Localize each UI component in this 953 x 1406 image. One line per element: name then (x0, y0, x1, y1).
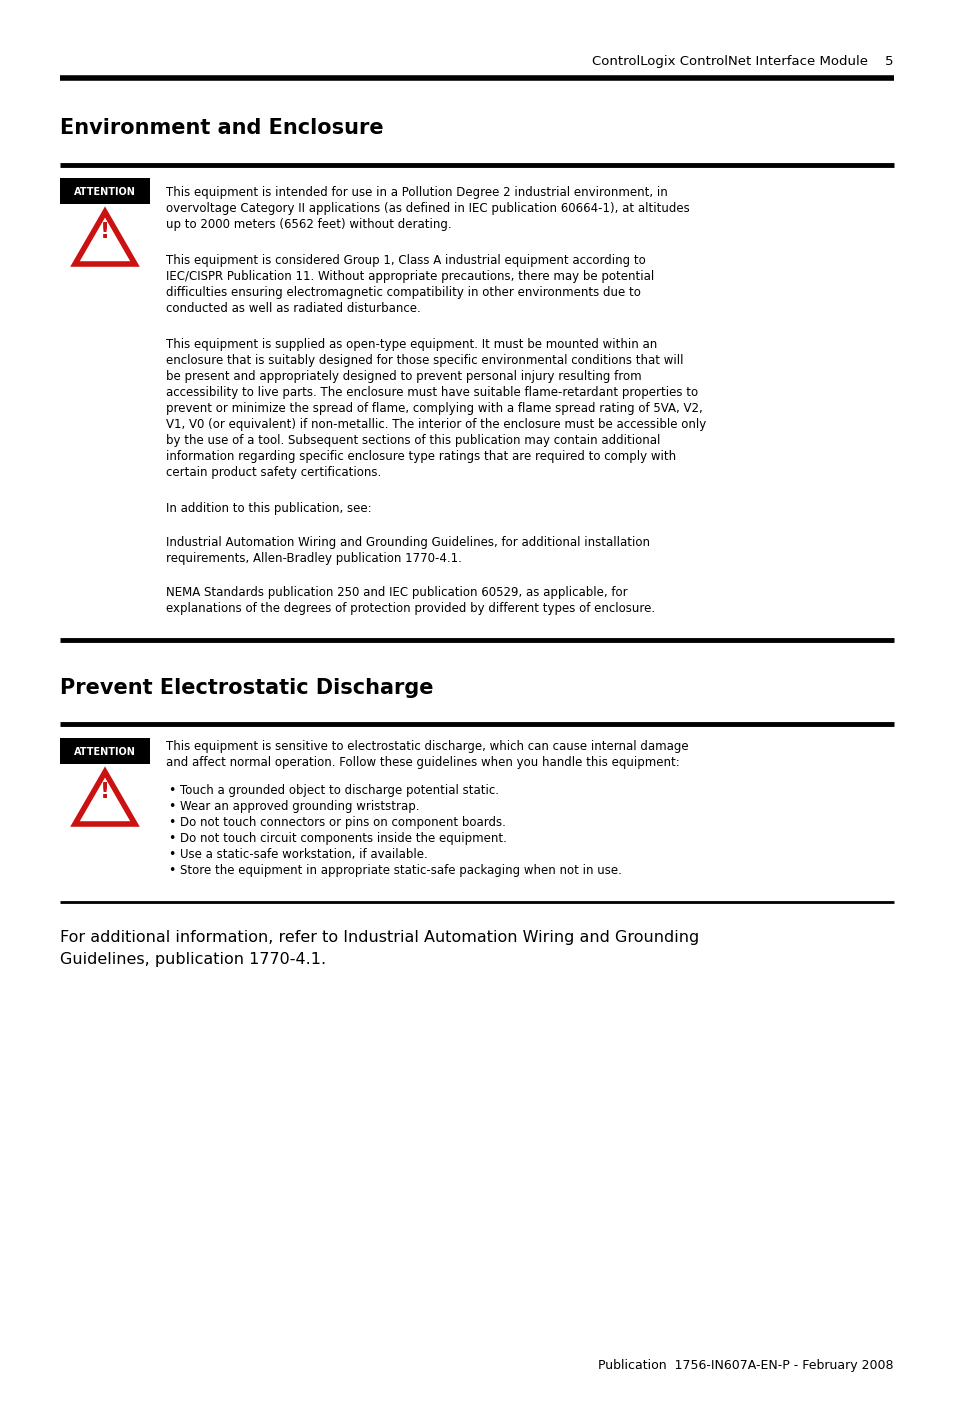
Text: This equipment is considered Group 1, Class A industrial equipment according to: This equipment is considered Group 1, Cl… (166, 254, 645, 267)
Polygon shape (75, 212, 135, 264)
Text: !: ! (100, 222, 110, 242)
Text: be present and appropriately designed to prevent personal injury resulting from: be present and appropriately designed to… (166, 370, 641, 382)
Text: •: • (168, 785, 175, 797)
Text: !: ! (100, 782, 110, 801)
Text: •: • (168, 800, 175, 813)
Text: This equipment is supplied as open-type equipment. It must be mounted within an: This equipment is supplied as open-type … (166, 337, 657, 352)
Text: by the use of a tool. Subsequent sections of this publication may contain additi: by the use of a tool. Subsequent section… (166, 434, 659, 447)
Text: Do not touch connectors or pins on component boards.: Do not touch connectors or pins on compo… (180, 815, 505, 830)
Text: V1, V0 (or equivalent) if non-metallic. The interior of the enclosure must be ac: V1, V0 (or equivalent) if non-metallic. … (166, 418, 705, 432)
Text: Use a static-safe workstation, if available.: Use a static-safe workstation, if availa… (180, 848, 427, 860)
Text: enclosure that is suitably designed for those specific environmental conditions : enclosure that is suitably designed for … (166, 354, 682, 367)
Bar (60, 179, 150, 204)
Bar (60, 738, 150, 763)
Text: conducted as well as radiated disturbance.: conducted as well as radiated disturbanc… (166, 302, 420, 315)
Text: NEMA Standards publication 250 and IEC publication 60529, as applicable, for: NEMA Standards publication 250 and IEC p… (166, 586, 627, 599)
Text: Prevent Electrostatic Discharge: Prevent Electrostatic Discharge (60, 678, 433, 697)
Text: difficulties ensuring electromagnetic compatibility in other environments due to: difficulties ensuring electromagnetic co… (166, 285, 640, 299)
Text: •: • (168, 832, 175, 845)
Text: prevent or minimize the spread of flame, complying with a flame spread rating of: prevent or minimize the spread of flame,… (166, 402, 702, 415)
Text: For additional information, refer to Industrial Automation Wiring and Grounding: For additional information, refer to Ind… (60, 929, 699, 945)
Text: Guidelines, publication 1770-4.1.: Guidelines, publication 1770-4.1. (60, 952, 326, 966)
Text: IEC/CISPR Publication 11. Without appropriate precautions, there may be potentia: IEC/CISPR Publication 11. Without approp… (166, 270, 654, 283)
Text: Store the equipment in appropriate static-safe packaging when not in use.: Store the equipment in appropriate stati… (180, 865, 621, 877)
Text: and affect normal operation. Follow these guidelines when you handle this equipm: and affect normal operation. Follow thes… (166, 756, 679, 769)
Text: Wear an approved grounding wriststrap.: Wear an approved grounding wriststrap. (180, 800, 419, 813)
Text: This equipment is sensitive to electrostatic discharge, which can cause internal: This equipment is sensitive to electrost… (166, 740, 688, 754)
Text: Industrial Automation Wiring and Grounding Guidelines, for additional installati: Industrial Automation Wiring and Groundi… (166, 536, 649, 548)
Text: •: • (168, 865, 175, 877)
Text: •: • (168, 848, 175, 860)
Polygon shape (75, 772, 135, 824)
Text: up to 2000 meters (6562 feet) without derating.: up to 2000 meters (6562 feet) without de… (166, 218, 451, 231)
Text: •: • (168, 815, 175, 830)
Text: overvoltage Category II applications (as defined in IEC publication 60664-1), at: overvoltage Category II applications (as… (166, 202, 689, 215)
Text: Environment and Enclosure: Environment and Enclosure (60, 118, 383, 138)
Text: information regarding specific enclosure type ratings that are required to compl: information regarding specific enclosure… (166, 450, 676, 463)
Text: This equipment is intended for use in a Pollution Degree 2 industrial environmen: This equipment is intended for use in a … (166, 186, 667, 200)
Text: Do not touch circuit components inside the equipment.: Do not touch circuit components inside t… (180, 832, 506, 845)
Text: ATTENTION: ATTENTION (74, 187, 135, 197)
Text: requirements, Allen-Bradley publication 1770-4.1.: requirements, Allen-Bradley publication … (166, 553, 461, 565)
Text: In addition to this publication, see:: In addition to this publication, see: (166, 502, 372, 515)
Text: certain product safety certifications.: certain product safety certifications. (166, 465, 381, 479)
Text: ATTENTION: ATTENTION (74, 747, 135, 756)
Text: accessibility to live parts. The enclosure must have suitable flame-retardant pr: accessibility to live parts. The enclosu… (166, 387, 698, 399)
Text: Touch a grounded object to discharge potential static.: Touch a grounded object to discharge pot… (180, 785, 498, 797)
Text: ControlLogix ControlNet Interface Module    5: ControlLogix ControlNet Interface Module… (592, 55, 893, 67)
Text: explanations of the degrees of protection provided by different types of enclosu: explanations of the degrees of protectio… (166, 602, 655, 614)
Text: Publication  1756-IN607A-EN-P - February 2008: Publication 1756-IN607A-EN-P - February … (598, 1360, 893, 1372)
